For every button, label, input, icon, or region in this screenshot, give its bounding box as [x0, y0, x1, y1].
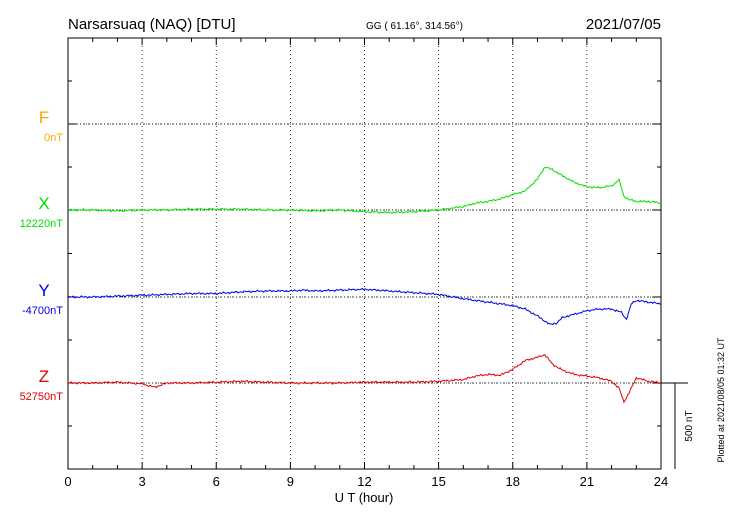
component-labels: F 0nT X 12220nT Y -4700nT Z 52750nT	[20, 108, 64, 403]
x-tick-label: 12	[357, 474, 371, 489]
x-axis-label: U T (hour)	[335, 490, 394, 505]
component-baseline-x: 12220nT	[20, 218, 64, 230]
series-line-z	[67, 354, 662, 404]
grid-lines	[68, 38, 661, 469]
x-tick-labels: 0 3 6 9 12 15 18 21 24	[64, 474, 668, 489]
x-tick-label: 6	[213, 474, 220, 489]
x-tick-label: 9	[287, 474, 294, 489]
x-tick-label: 15	[431, 474, 445, 489]
component-letter-z: Z	[39, 367, 49, 386]
component-baseline-f: 0nT	[44, 132, 63, 144]
component-letter-f: F	[39, 108, 49, 127]
series-line-y	[68, 287, 662, 325]
data-series	[67, 166, 662, 404]
component-letter-y: Y	[38, 281, 49, 300]
station-title: Narsarsuaq (NAQ) [DTU]	[68, 16, 236, 33]
scale-bar-label: 500 nT	[684, 410, 695, 441]
component-letter-x: X	[38, 194, 49, 213]
series-line-x	[67, 166, 662, 215]
date-label: 2021/07/05	[586, 16, 661, 33]
component-baseline-z: 52750nT	[20, 391, 64, 403]
component-baseline-y: -4700nT	[22, 305, 63, 317]
x-tick-label: 3	[139, 474, 146, 489]
x-tick-label: 21	[580, 474, 594, 489]
x-tick-label: 24	[654, 474, 668, 489]
x-tick-label: 18	[506, 474, 520, 489]
plotted-timestamp: Plotted at 2021/08/05 01:32 UT	[716, 337, 726, 463]
x-tick-label: 0	[64, 474, 71, 489]
coordinates-label: GG ( 61.16°, 314.56°)	[366, 21, 463, 32]
scale-bar: 500 nT	[661, 382, 695, 469]
